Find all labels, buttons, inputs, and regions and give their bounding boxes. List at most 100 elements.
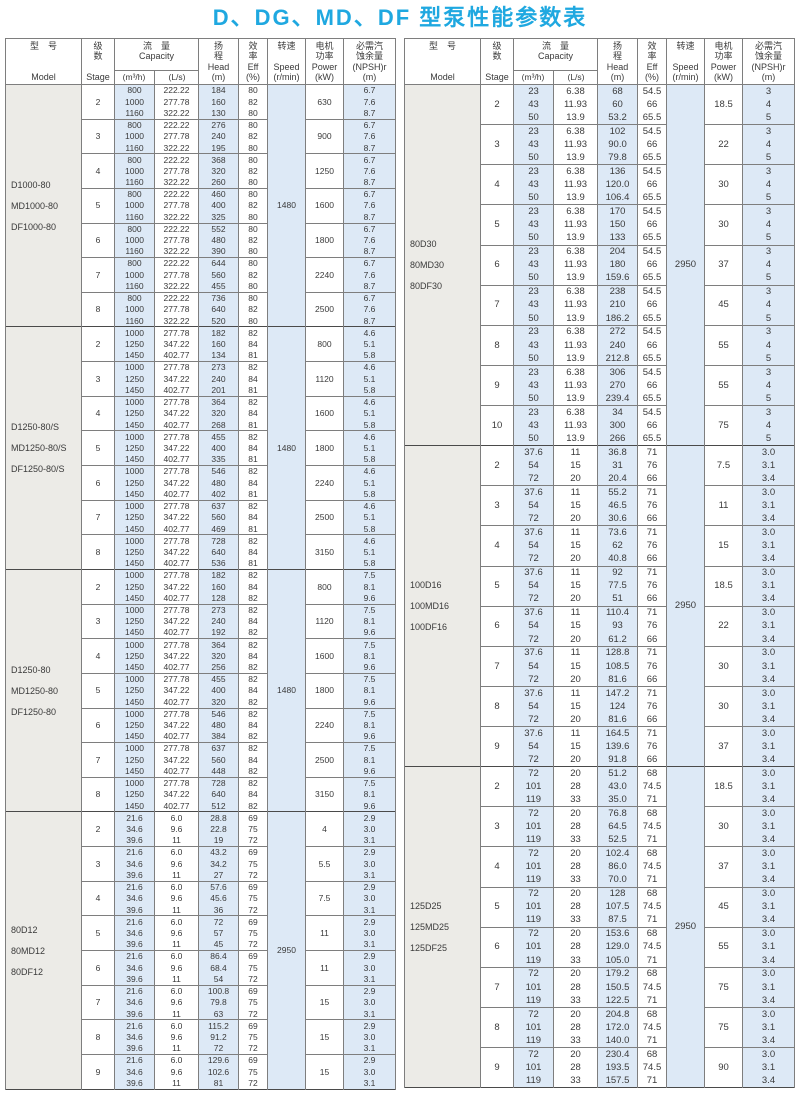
- cell-npsh: 3.1: [742, 459, 795, 473]
- cell-npsh: 3.1: [742, 699, 795, 714]
- cell-head: 368: [198, 153, 239, 166]
- cell-eff: 84: [238, 477, 268, 489]
- cell-head: 129.0: [597, 940, 638, 954]
- data-row: 39.6 11 63 72 3.1: [6, 1008, 396, 1020]
- cell-npsh: 5: [742, 432, 795, 446]
- cell-capacity-m3h: 101: [513, 980, 554, 994]
- cell-npsh: 7.5: [343, 777, 396, 789]
- cell-eff: 75: [238, 1065, 268, 1078]
- data-row: 4 23 6.38 136 54.5 30 3: [404, 164, 795, 205]
- cell-eff: 69: [238, 985, 268, 997]
- cell-eff: 82: [238, 569, 268, 582]
- cell-eff: 66: [637, 258, 667, 272]
- cell-npsh: 3.0: [742, 525, 795, 540]
- cell-npsh: 3: [742, 285, 795, 299]
- cell-npsh: 3: [742, 365, 795, 379]
- cell-npsh: 3.0: [343, 962, 396, 974]
- cell-npsh: 7.6: [343, 303, 396, 316]
- cell-eff: 76: [637, 619, 667, 633]
- cell-capacity-m3h: 119: [513, 873, 554, 887]
- cell-head: 260: [198, 176, 239, 189]
- model-name: 125DF25: [410, 943, 448, 954]
- cell-head: 55.2: [597, 485, 638, 500]
- cell-capacity-m3h: 21.6: [114, 950, 155, 963]
- cell-eff: 80: [238, 142, 268, 154]
- cell-npsh: 3.0: [742, 766, 795, 780]
- cell-eff: 82: [238, 269, 268, 281]
- cell-capacity-m3h: 21.6: [114, 1019, 155, 1032]
- cell-head: 512: [198, 800, 239, 812]
- cell-npsh: 3.1: [742, 1020, 795, 1035]
- cell-head: 106.4: [597, 191, 638, 205]
- data-row: 54 15 31 76 3.1: [405, 459, 795, 473]
- cell-capacity-ls: 9.6: [154, 996, 199, 1009]
- cell-capacity-ls: 11.93: [553, 138, 598, 152]
- data-row: 72 20 30.6 66 3.4: [405, 512, 795, 526]
- cell-npsh: 3.4: [742, 552, 795, 566]
- cell-capacity-ls: 347.22: [154, 477, 199, 489]
- cell-capacity-m3h: 800: [114, 223, 155, 235]
- cell-capacity-m3h: 37.6: [513, 646, 554, 660]
- stage-cell: 6: [480, 245, 514, 286]
- cell-eff: 68: [637, 846, 667, 861]
- cell-capacity-ls: 347.22: [154, 684, 199, 697]
- cell-capacity-m3h: 39.6: [114, 869, 155, 882]
- cell-eff: 66: [637, 753, 667, 767]
- cell-npsh: 3.0: [343, 1065, 396, 1078]
- cell-head: 728: [198, 777, 239, 789]
- cell-npsh: 7.5: [343, 742, 396, 755]
- cell-head: 34.2: [198, 858, 239, 870]
- cell-eff: 82: [238, 673, 268, 685]
- cell-capacity-ls: 11.93: [553, 97, 598, 112]
- cell-head: 68.4: [198, 962, 239, 974]
- cell-capacity-ls: 20: [553, 753, 598, 767]
- stage-cell: 8: [480, 1007, 514, 1048]
- cell-eff: 82: [238, 165, 268, 177]
- cell-capacity-m3h: 43: [513, 298, 554, 312]
- cell-eff: 68: [637, 806, 667, 821]
- cell-head: 129.6: [198, 1054, 239, 1066]
- data-row: 6 72 20 153.6 68 55 3.0: [404, 927, 795, 968]
- cell-capacity-m3h: 1000: [114, 96, 155, 108]
- data-row: 1160 322.22 520 80 8.7: [6, 315, 396, 327]
- cell-capacity-m3h: 1450: [114, 384, 155, 397]
- data-row: 54 15 46.5 76 3.1: [405, 499, 795, 513]
- cell-head: 86.0: [597, 860, 638, 874]
- cell-eff: 66: [637, 178, 667, 192]
- cell-capacity-m3h: 1000: [114, 534, 155, 547]
- cell-head: 160: [198, 581, 239, 593]
- data-row: 1450 402.77 402 81 5.8: [6, 488, 396, 501]
- cell-eff: 65.5: [637, 392, 667, 406]
- cell-eff: 75: [238, 927, 268, 939]
- power-cell: 55: [704, 365, 743, 406]
- cell-capacity-m3h: 50: [513, 231, 554, 245]
- cell-npsh: 3.4: [742, 994, 795, 1008]
- data-row: 101 28 150.5 74.5 3.1: [405, 980, 795, 994]
- stage-cell: 4: [480, 164, 514, 205]
- cell-head: 364: [198, 396, 239, 408]
- cell-npsh: 3.1: [742, 860, 795, 874]
- data-row: 1450 402.77 384 82 9.6: [6, 731, 396, 743]
- cell-npsh: 8.1: [343, 684, 396, 697]
- cell-capacity-m3h: 1160: [114, 246, 155, 258]
- cell-capacity-m3h: 1160: [114, 107, 155, 120]
- cell-eff: 65.5: [637, 432, 667, 446]
- data-row: 72 20 20.4 66 3.4: [405, 472, 795, 486]
- stage-cell: 9: [480, 1047, 514, 1088]
- model-cell: 80D30 80MD30 80DF30: [404, 84, 481, 446]
- data-row: 9 72 20 230.4 68 90 3.0: [404, 1047, 795, 1088]
- cell-capacity-m3h: 1250: [114, 615, 155, 628]
- cell-eff: 75: [238, 962, 268, 974]
- cell-capacity-ls: 347.22: [154, 615, 199, 628]
- power-cell: 30: [704, 204, 743, 245]
- cell-head: 320: [198, 650, 239, 662]
- cell-capacity-ls: 33: [553, 873, 598, 887]
- cell-capacity-ls: 28: [553, 860, 598, 874]
- cell-npsh: 3.0: [742, 646, 795, 660]
- speed-cell: 2950: [267, 811, 306, 1090]
- cell-eff: 69: [238, 915, 268, 928]
- cell-capacity-ls: 15: [553, 699, 598, 714]
- data-row: 39.6 11 19 72 3.1: [6, 835, 396, 847]
- cell-head: 102: [597, 124, 638, 138]
- cell-capacity-m3h: 72: [513, 713, 554, 727]
